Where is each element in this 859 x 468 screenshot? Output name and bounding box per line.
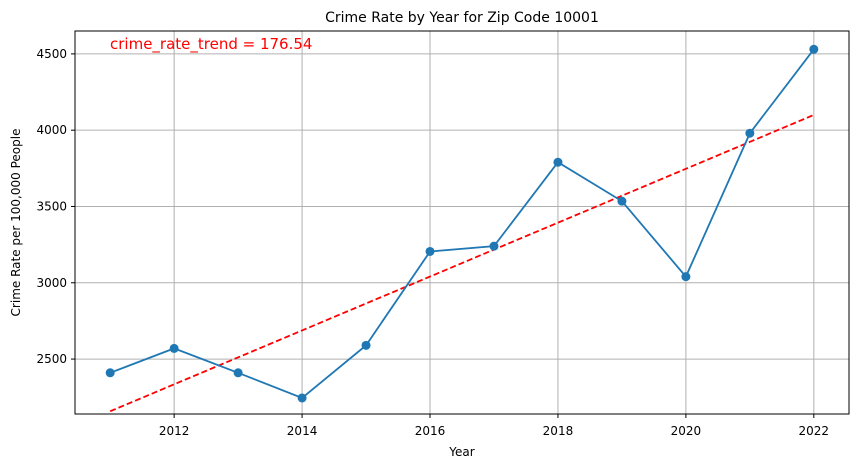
x-tick-label: 2018 xyxy=(543,424,574,438)
trend-line xyxy=(109,114,815,413)
data-point xyxy=(617,196,627,206)
data-point xyxy=(169,343,179,353)
y-tick-label: 3500 xyxy=(36,199,67,213)
data-point xyxy=(425,246,435,256)
y-axis-label: Crime Rate per 100,000 People xyxy=(9,129,23,317)
x-tick-label: 2012 xyxy=(159,424,190,438)
data-point xyxy=(553,157,563,167)
plot-frame xyxy=(74,30,850,415)
data-point xyxy=(105,368,115,378)
series-line xyxy=(109,48,815,400)
y-tick-label: 2500 xyxy=(36,352,67,366)
x-tick-label: 2014 xyxy=(287,424,318,438)
data-point xyxy=(297,393,307,403)
chart-title: Crime Rate by Year for Zip Code 10001 xyxy=(325,10,599,26)
y-tick-label: 3000 xyxy=(36,276,67,290)
data-point xyxy=(489,241,499,251)
trend-annotation: crime_rate_trend = 176.54 xyxy=(110,35,312,54)
x-tick-label: 2022 xyxy=(799,424,830,438)
x-tick-label: 2016 xyxy=(415,424,446,438)
x-axis-label: Year xyxy=(448,445,474,459)
y-axis: 2500 3000 3500 4000 4500 xyxy=(36,47,75,366)
data-point xyxy=(361,340,371,350)
grid xyxy=(75,31,849,414)
data-point xyxy=(681,272,691,282)
series-layer xyxy=(105,44,819,403)
y-tick-label: 4500 xyxy=(36,47,67,61)
y-tick-label: 4000 xyxy=(36,123,67,137)
data-point xyxy=(745,128,755,138)
x-axis: 2012 2014 2016 2018 2020 2022 xyxy=(159,414,829,438)
x-tick-label: 2020 xyxy=(671,424,702,438)
data-point xyxy=(233,368,243,378)
trend-line-layer xyxy=(109,114,815,413)
data-point xyxy=(809,44,819,54)
